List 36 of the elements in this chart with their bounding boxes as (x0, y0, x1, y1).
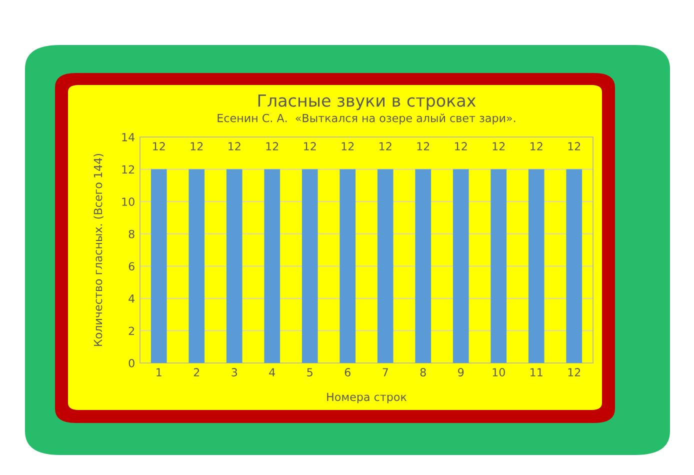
data-label: 12 (266, 142, 278, 150)
x-tick-label: 4 (269, 368, 276, 376)
data-label: 12 (304, 142, 316, 150)
y-axis-title: Количество гласных. (Всего 144) (94, 154, 104, 346)
y-tick-label: 6 (128, 262, 134, 271)
x-tick-label: 8 (420, 368, 426, 376)
x-tick-label: 9 (458, 368, 464, 376)
data-label: 12 (568, 142, 580, 150)
x-tick-label: 2 (194, 368, 200, 376)
chart-title: Гласные звуки в строках (258, 94, 476, 110)
x-axis-title: Номера строк (327, 392, 407, 404)
x-tick-label: 1 (156, 368, 162, 376)
data-label: 12 (492, 142, 505, 150)
y-tick-label: 14 (122, 133, 135, 142)
y-tick-label: 2 (128, 326, 134, 335)
data-label: 12 (455, 142, 467, 150)
x-tick-label: 11 (530, 368, 542, 376)
x-tick-label: 7 (382, 368, 388, 376)
y-tick-label: 12 (122, 165, 134, 174)
y-tick-label: 8 (128, 230, 134, 238)
y-tick-label: 0 (128, 358, 134, 368)
data-label: 12 (380, 142, 392, 150)
y-tick-label: 10 (122, 198, 134, 206)
data-label: 12 (153, 142, 165, 150)
data-label: 12 (190, 142, 203, 150)
chart-subtitle: Есенин С. А. «Выткался на озере алый свет зари». (218, 114, 516, 124)
data-label: 12 (228, 142, 240, 150)
data-label: 12 (342, 142, 354, 150)
x-tick-label: 5 (307, 368, 312, 376)
x-tick-label: 6 (344, 368, 350, 376)
data-label: 12 (417, 142, 430, 150)
x-tick-label: 12 (568, 368, 580, 376)
data-label: 12 (530, 142, 542, 150)
y-tick-label: 4 (128, 294, 135, 303)
x-tick-label: 10 (492, 368, 505, 376)
x-tick-label: 3 (232, 368, 238, 376)
